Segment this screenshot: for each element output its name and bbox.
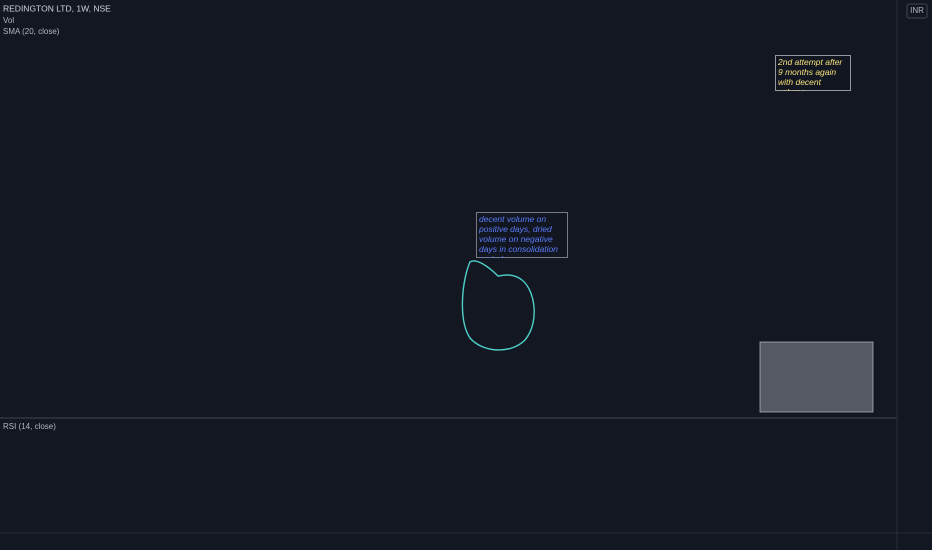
annotation-box: 2nd attempt after 9 months again with de…	[775, 55, 851, 91]
freehand-circle	[461, 260, 535, 351]
currency-box[interactable]	[906, 3, 928, 19]
volume-label: Vol	[3, 16, 14, 25]
annotation-text: 2nd attempt after 9 months again with de…	[775, 55, 851, 91]
annotation-box: decent volume on positive days, dried vo…	[476, 212, 568, 258]
currency[interactable]: INR	[910, 6, 924, 15]
chart-title: REDINGTON LTD, 1W, NSE	[3, 3, 111, 13]
volume-highlight	[759, 341, 874, 413]
sma-label: SMA (20, close)	[3, 27, 60, 36]
annotation-text: decent volume on positive days, dried vo…	[476, 212, 568, 258]
rsi-label: RSI (14, close)	[3, 422, 56, 431]
